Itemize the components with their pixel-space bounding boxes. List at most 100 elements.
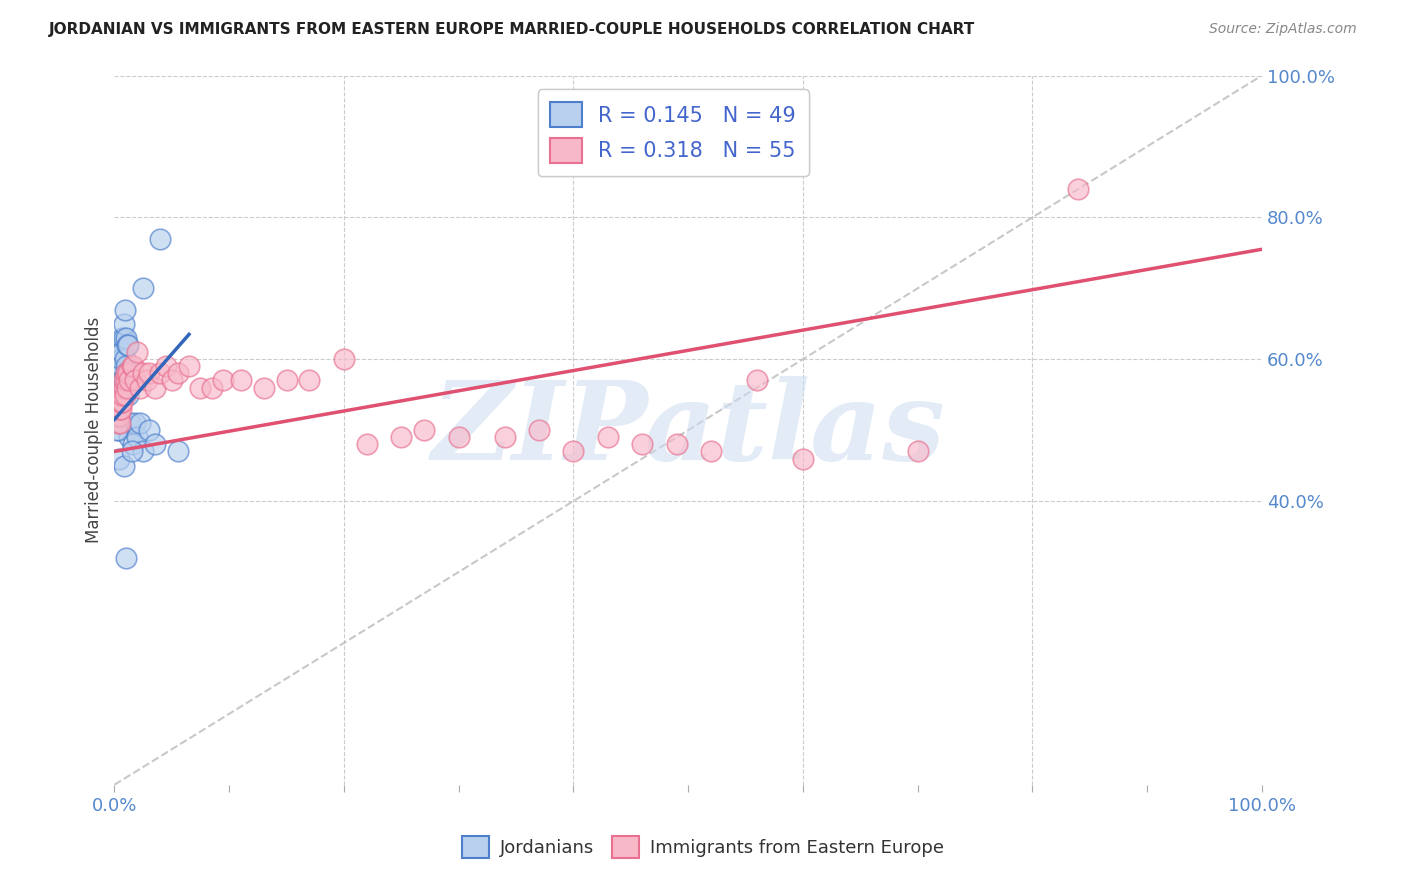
Point bbox=[111, 394, 134, 409]
Point bbox=[115, 374, 138, 388]
Point bbox=[108, 401, 131, 416]
Point bbox=[110, 394, 132, 409]
Point bbox=[107, 381, 129, 395]
Point bbox=[631, 437, 654, 451]
Point bbox=[108, 367, 131, 381]
Point bbox=[276, 374, 298, 388]
Point bbox=[792, 451, 814, 466]
Point bbox=[110, 338, 132, 352]
Legend: R = 0.145   N = 49, R = 0.318   N = 55: R = 0.145 N = 49, R = 0.318 N = 55 bbox=[538, 89, 808, 176]
Point bbox=[127, 430, 149, 444]
Point bbox=[111, 387, 134, 401]
Text: Source: ZipAtlas.com: Source: ZipAtlas.com bbox=[1209, 22, 1357, 37]
Point bbox=[124, 416, 146, 430]
Point bbox=[562, 444, 585, 458]
Point bbox=[108, 409, 131, 423]
Point bbox=[108, 394, 131, 409]
Point bbox=[111, 381, 134, 395]
Point bbox=[298, 374, 321, 388]
Point bbox=[108, 352, 131, 367]
Point bbox=[665, 437, 688, 451]
Text: ZIPatlas: ZIPatlas bbox=[432, 376, 945, 483]
Point bbox=[112, 381, 135, 395]
Point bbox=[212, 374, 235, 388]
Point bbox=[700, 444, 723, 458]
Point bbox=[135, 374, 157, 388]
Legend: Jordanians, Immigrants from Eastern Europe: Jordanians, Immigrants from Eastern Euro… bbox=[454, 829, 952, 865]
Point bbox=[596, 430, 619, 444]
Point bbox=[121, 444, 143, 458]
Point bbox=[118, 374, 141, 388]
Point bbox=[112, 317, 135, 331]
Point bbox=[110, 401, 132, 416]
Point bbox=[333, 352, 356, 367]
Point bbox=[201, 381, 224, 395]
Point bbox=[907, 444, 929, 458]
Point bbox=[124, 374, 146, 388]
Point bbox=[115, 381, 138, 395]
Point bbox=[128, 416, 150, 430]
Point bbox=[121, 437, 143, 451]
Point bbox=[112, 458, 135, 473]
Point bbox=[252, 381, 274, 395]
Point bbox=[110, 381, 132, 395]
Point bbox=[527, 423, 550, 437]
Point bbox=[115, 338, 138, 352]
Point bbox=[160, 374, 183, 388]
Point bbox=[105, 423, 128, 437]
Point bbox=[108, 374, 131, 388]
Point bbox=[190, 381, 212, 395]
Point bbox=[127, 345, 149, 359]
Point bbox=[166, 444, 188, 458]
Point bbox=[111, 345, 134, 359]
Point bbox=[114, 352, 136, 367]
Point bbox=[115, 367, 138, 381]
Point bbox=[107, 416, 129, 430]
Point bbox=[108, 394, 131, 409]
Point bbox=[132, 281, 155, 295]
Point bbox=[108, 387, 131, 401]
Point bbox=[115, 331, 138, 345]
Point bbox=[115, 367, 138, 381]
Point bbox=[177, 359, 200, 374]
Point bbox=[111, 374, 134, 388]
Point bbox=[110, 359, 132, 374]
Point bbox=[143, 381, 166, 395]
Point bbox=[114, 302, 136, 317]
Point bbox=[112, 374, 135, 388]
Point bbox=[107, 367, 129, 381]
Point bbox=[115, 550, 138, 565]
Point bbox=[121, 359, 143, 374]
Point bbox=[229, 374, 252, 388]
Point bbox=[115, 359, 138, 374]
Point bbox=[356, 437, 378, 451]
Point bbox=[108, 359, 131, 374]
Point bbox=[108, 423, 131, 437]
Point bbox=[166, 367, 188, 381]
Point bbox=[108, 451, 131, 466]
Point bbox=[117, 338, 139, 352]
Point bbox=[745, 374, 768, 388]
Point bbox=[138, 423, 160, 437]
Point bbox=[413, 423, 436, 437]
Point bbox=[108, 416, 131, 430]
Point bbox=[108, 409, 131, 423]
Point bbox=[128, 381, 150, 395]
Point bbox=[132, 367, 155, 381]
Text: JORDANIAN VS IMMIGRANTS FROM EASTERN EUROPE MARRIED-COUPLE HOUSEHOLDS CORRELATIO: JORDANIAN VS IMMIGRANTS FROM EASTERN EUR… bbox=[49, 22, 976, 37]
Point bbox=[110, 352, 132, 367]
Point bbox=[117, 367, 139, 381]
Point bbox=[117, 387, 139, 401]
Point bbox=[132, 444, 155, 458]
Point bbox=[155, 359, 177, 374]
Point bbox=[389, 430, 412, 444]
Point bbox=[120, 416, 142, 430]
Point bbox=[447, 430, 470, 444]
Point bbox=[118, 430, 141, 444]
Point bbox=[121, 359, 143, 374]
Y-axis label: Married-couple Households: Married-couple Households bbox=[86, 317, 103, 543]
Point bbox=[149, 367, 172, 381]
Point bbox=[1067, 182, 1090, 196]
Point bbox=[108, 345, 131, 359]
Point bbox=[105, 394, 128, 409]
